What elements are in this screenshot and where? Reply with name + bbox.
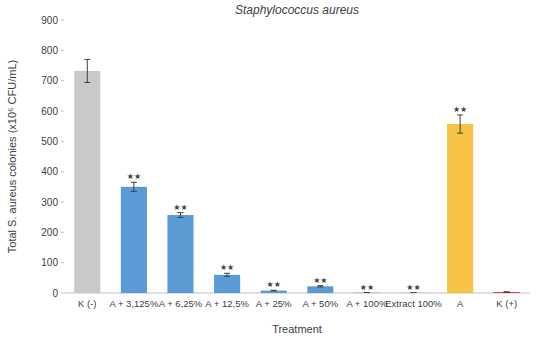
significance: ★★ [453,105,467,114]
plot-area [74,59,519,293]
y-tick [61,171,64,172]
x-tick-label: A + 25% [256,298,292,309]
error-cap [131,191,137,192]
bar [494,292,520,293]
y-tick [61,141,64,142]
bar [447,124,473,293]
y-tick-label: 0 [52,288,58,299]
error-bar [224,273,230,276]
bar [261,291,287,293]
error-stem [87,59,88,82]
error-bar [411,292,417,293]
error-cap [224,276,230,277]
error-cap [364,292,370,293]
significance: ★★ [313,276,327,285]
error-bar [364,292,370,293]
y-tick [61,262,64,263]
chart-svg: Staphylococcus aureus 0 100 200 300 400 500 600… [0,0,538,356]
bar [74,71,100,293]
error-cap [457,133,463,134]
error-cap [224,273,230,274]
error-cap [271,290,277,291]
error-cap [178,217,184,218]
x-tick-label: K (-) [78,298,96,309]
y-tick [61,50,64,51]
y-tick [61,111,64,112]
bar [121,187,147,293]
error-cap [504,291,510,292]
error-cap [131,182,137,183]
x-tick-label: A + 50% [302,298,338,309]
error-cap [317,286,323,287]
error-stem [133,182,134,191]
significance: ★★ [127,172,141,181]
bar [354,292,380,293]
error-cap [178,212,184,213]
error-bar [178,213,184,218]
bar [400,292,426,293]
bar [214,275,240,293]
bar [307,286,333,293]
error-bar [131,182,137,191]
error-cap [411,292,417,293]
error-cap [411,292,417,293]
significance: ★★ [406,283,420,292]
error-cap [317,285,323,286]
x-tick-label: Extract 100% [385,298,442,309]
y-tick-label: 500 [41,136,58,147]
y-axis-label: Total S. aureus colonies (x10⁶ CFU/mL) [6,60,18,253]
significance: ★★ [173,203,187,212]
error-stem [460,115,461,133]
error-stem [180,213,181,218]
y-tick-label: 700 [41,75,58,86]
y-tick-label: 800 [41,45,58,56]
bar [167,215,193,293]
y-tick-label: 900 [41,15,58,26]
error-cap [364,292,370,293]
x-axis-label: Treatment [272,323,322,335]
error-bar [271,290,277,292]
significance: ★★ [360,283,374,292]
x-tick-label: K (+) [496,298,517,309]
error-cap [457,114,463,115]
significance: ★★ [220,263,234,272]
error-cap [271,290,277,291]
x-tick-label: A + 3,125% [109,298,158,309]
y-tick-label: 200 [41,227,58,238]
y-tick [61,293,64,294]
error-bar [84,59,90,82]
error-bar [317,286,323,287]
x-tick-label: A + 6,25% [159,298,203,309]
error-cap [504,292,510,293]
error-cap [84,59,90,60]
error-cap [84,82,90,83]
y-tick [61,20,64,21]
y-tick-label: 100 [41,257,58,268]
x-tick-label: A + 12,5% [205,298,249,309]
y-tick-label: 600 [41,106,58,117]
significance: ★★ [267,280,281,289]
x-tick-label: A [457,298,464,309]
error-bar [457,115,463,133]
chart-container: Staphylococcus aureus 0 100 200 300 400 500 600… [0,0,538,356]
y-tick [61,202,64,203]
y-tick-label: 300 [41,197,58,208]
x-tick-label: A + 100% [346,298,387,309]
y-tick-label: 400 [41,166,58,177]
error-bar [504,291,510,293]
y-tick [61,80,64,81]
y-tick [61,232,64,233]
title: Staphylococcus aureus [235,3,359,17]
